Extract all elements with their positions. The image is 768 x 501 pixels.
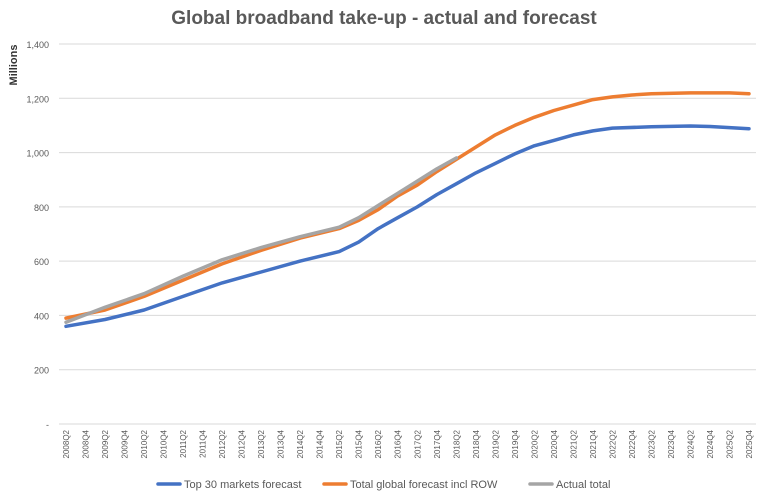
- chart-title: Global broadband take-up - actual and fo…: [171, 8, 597, 29]
- x-tick-label: 2019Q2: [491, 429, 500, 458]
- x-tick-label: 2014Q4: [316, 429, 325, 458]
- x-tick-label: 2024Q2: [686, 429, 695, 458]
- x-tick-label: 2022Q4: [628, 429, 637, 458]
- gridlines: [59, 43, 756, 425]
- x-tick-label: 2022Q2: [608, 429, 617, 458]
- y-tick-label: 1,000: [26, 149, 49, 159]
- y-axis: - 200 400 600 800 1,000 1,200 1,400: [26, 40, 49, 430]
- x-tick-label: 2018Q2: [452, 429, 461, 458]
- legend: Top 30 markets forecast Total global fore…: [156, 479, 610, 491]
- y-tick-label: 1,400: [26, 40, 49, 50]
- x-tick-label: 2024Q4: [706, 429, 715, 458]
- y-tick-label: 1,200: [26, 94, 49, 104]
- legend-label: Top 30 markets forecast: [184, 479, 301, 491]
- x-tick-label: 2023Q2: [647, 429, 656, 458]
- x-tick-label: 2008Q4: [82, 429, 91, 458]
- y-axis-label: Millions: [8, 45, 20, 86]
- x-tick-label: 2013Q4: [277, 429, 286, 458]
- x-tick-label: 2025Q4: [745, 429, 754, 458]
- x-tick-label: 2017Q2: [413, 429, 422, 458]
- x-tick-label: 2020Q4: [550, 429, 559, 458]
- x-tick-label: 2017Q4: [433, 429, 442, 458]
- x-tick-label: 2018Q4: [472, 429, 481, 458]
- x-tick-label: 2015Q2: [335, 429, 344, 458]
- x-tick-label: 2009Q4: [121, 429, 130, 458]
- y-tick-label: 200: [34, 366, 49, 376]
- x-tick-label: 2010Q2: [140, 429, 149, 458]
- x-tick-label: 2011Q4: [199, 429, 208, 457]
- x-tick-label: 2021Q2: [569, 429, 578, 458]
- x-axis: 2008Q2 2008Q4 2009Q2 2009Q4 2010Q2 2010Q4 2011…: [62, 429, 754, 458]
- x-tick-label: 2014Q2: [296, 429, 305, 458]
- y-tick-label: 800: [34, 203, 49, 213]
- y-tick-label: -: [46, 420, 49, 430]
- x-tick-label: 2009Q2: [101, 429, 110, 458]
- x-tick-label: 2015Q4: [355, 429, 364, 458]
- y-tick-label: 400: [34, 311, 49, 321]
- x-tick-label: 2025Q2: [725, 429, 734, 458]
- x-tick-label: 2008Q2: [62, 429, 71, 458]
- x-tick-label: 2020Q2: [530, 429, 539, 458]
- legend-label: Actual total: [556, 479, 610, 491]
- x-tick-label: 2016Q2: [374, 429, 383, 458]
- x-tick-label: 2019Q4: [511, 429, 520, 458]
- x-tick-label: 2011Q2: [179, 429, 188, 457]
- x-tick-label: 2012Q2: [218, 429, 227, 458]
- x-tick-label: 2013Q2: [257, 429, 266, 458]
- series-line-3: [64, 156, 459, 324]
- x-tick-label: 2016Q4: [394, 429, 403, 458]
- legend-label: Total global forecast incl ROW: [350, 479, 498, 491]
- y-tick-label: 600: [34, 257, 49, 267]
- x-tick-label: 2012Q4: [238, 429, 247, 458]
- series-line-1: [64, 124, 751, 329]
- x-tick-label: 2023Q4: [667, 429, 676, 458]
- series-lines: [64, 91, 751, 329]
- x-tick-label: 2010Q4: [160, 429, 169, 458]
- x-tick-label: 2021Q4: [589, 429, 598, 458]
